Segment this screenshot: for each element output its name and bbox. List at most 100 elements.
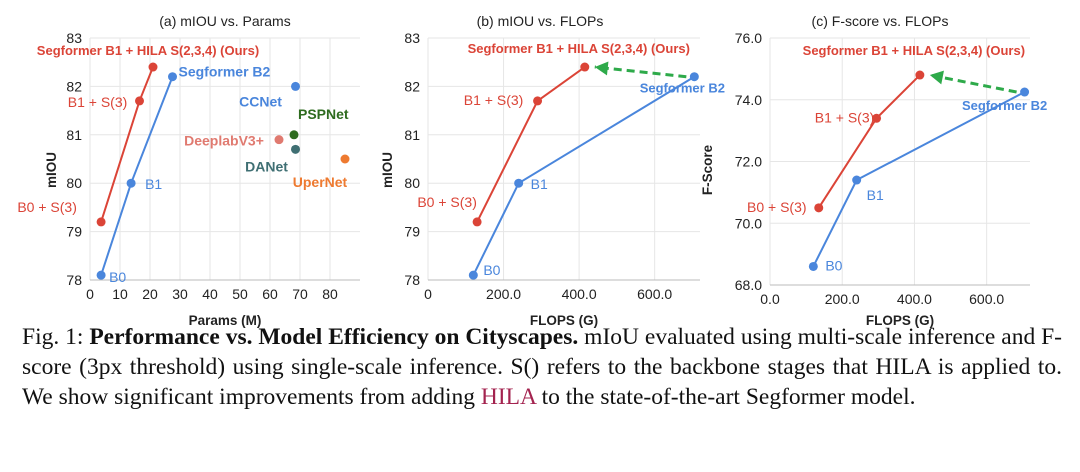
chart-2-data-label: B1 + S(3) (464, 92, 524, 108)
caption-text-1: mIoU evaluated using multi-scale inferen… (22, 324, 1062, 410)
chart-1-xtick-label: 0 (86, 286, 94, 302)
chart-1-data-point (126, 178, 136, 188)
chart-3-data-label: Segformer B2 (962, 98, 1047, 113)
caption-prefix: Fig. 1: (22, 324, 90, 350)
chart-3-xtick-label: 0.0 (760, 291, 780, 307)
chart-2-xtick-label: 600.0 (637, 286, 672, 302)
chart-2-data-point (580, 62, 590, 72)
chart-1-data-point (289, 130, 299, 140)
chart-1-xtick-label: 40 (202, 286, 218, 302)
chart-1-ytick-label: 82 (66, 78, 82, 94)
chart-1-data-label: B0 (109, 269, 126, 285)
chart-2-data-label: B1 (531, 176, 548, 192)
chart-1-data-point (340, 154, 350, 164)
chart-2-ytick-label: 83 (404, 30, 420, 46)
chart-1-data-label: B1 + S(3) (68, 94, 128, 110)
chart-3-data-point (852, 175, 862, 185)
chart-3-xtick-label: 600.0 (969, 291, 1004, 307)
chart-1-data-label: B1 (145, 176, 162, 192)
chart-1-data-point (96, 270, 106, 280)
chart-1-title: (a) mIOU vs. Params (159, 13, 290, 29)
chart-1-data-label: DeeplabV3+ (184, 133, 264, 149)
chart-1-data-point (148, 62, 158, 72)
chart-3-data-label: B1 + S(3) (815, 109, 875, 125)
chart-1-data-label: Segformer B2 (179, 64, 271, 80)
chart-3-improvement-arrow-head (929, 70, 944, 85)
chart-3-data-label: B0 (825, 257, 842, 273)
figure-caption: Fig. 1: Performance vs. Model Efficiency… (22, 322, 1062, 412)
chart-3-ylabel: F-Score (700, 144, 715, 195)
chart-1-ytick-label: 81 (66, 127, 82, 143)
chart-2-xtick-label: 200.0 (486, 286, 521, 302)
chart-3-data-point (915, 70, 925, 80)
caption-text-2: to the state-of-the-art Segformer model. (535, 384, 916, 410)
chart-1-xtick-label: 20 (142, 286, 158, 302)
chart-2-ytick-label: 78 (404, 272, 420, 288)
chart-1-ytick-label: 83 (66, 30, 82, 46)
chart-3-data-point (872, 113, 882, 123)
chart-2-data-label: B0 + S(3) (417, 194, 477, 210)
chart-1-data-point (291, 81, 300, 91)
chart-1-data-label: PSPNet (298, 106, 349, 122)
chart-3-data-point (808, 261, 818, 271)
chart-3-data-point (814, 203, 824, 213)
chart-1-xtick-label: 80 (322, 286, 338, 302)
chart-1-xlabel: Params (M) (189, 313, 262, 328)
chart-2-series-red-line (476, 66, 586, 223)
chart-1-data-point (274, 135, 284, 145)
chart-2-xtick-label: 0 (424, 286, 432, 302)
chart-2-improvement-arrow-head (594, 61, 609, 76)
chart-3-xtick-label: 400.0 (897, 291, 932, 307)
chart-1-xtick-label: 30 (172, 286, 188, 302)
chart-2-title: (b) mIOU vs. FLOPs (477, 13, 604, 29)
chart-1-ytick-label: 78 (66, 272, 82, 288)
chart-2-data-label: B0 (483, 262, 500, 278)
chart-3-improvement-arrow (929, 73, 1017, 94)
figure-panel: 78 79 80 81 82 83 0 10 20 30 40 50 60 70 80 (a) mIOU vs… (17, 13, 1047, 328)
chart-3-title: (c) F-score vs. FLOPs (812, 13, 949, 29)
chart-2-ylabel: mIOU (380, 152, 395, 188)
chart-1-data-label: Segformer B1 + HILA S(2,3,4) (Ours) (37, 43, 259, 58)
chart-3-data-label: Segformer B1 + HILA S(2,3,4) (Ours) (803, 43, 1025, 58)
chart-2-data-label: Segformer B2 (640, 81, 725, 96)
chart-3-ytick-label: 68.0 (735, 277, 762, 293)
chart-2-xtick-label: 400.0 (562, 286, 597, 302)
chart-2-data-point (533, 96, 543, 106)
caption-bold-title: Performance vs. Model Efficiency on City… (89, 324, 579, 350)
chart-2-data-label: Segformer B1 + HILA S(2,3,4) (Ours) (468, 41, 690, 56)
chart-2-ytick-label: 79 (404, 224, 420, 240)
chart-2-data-point (468, 270, 478, 280)
chart-2-xlabel: FLOPS (G) (530, 313, 598, 328)
chart-2-ytick-label: 80 (404, 175, 420, 191)
caption-hila-highlight: HILA (480, 384, 536, 410)
chart-1-data-label: B0 + S(3) (17, 199, 77, 215)
chart-1-data-point (96, 217, 106, 227)
chart-1-data-point (168, 72, 177, 82)
chart-3-ytick-label: 74.0 (735, 92, 762, 108)
chart-1-data-label: CCNet (239, 93, 282, 109)
chart-1-data-point (135, 96, 144, 106)
chart-1-ytick-label: 79 (66, 224, 82, 240)
chart-3-data-point (1020, 87, 1030, 97)
chart-3-data-label: B0 + S(3) (747, 199, 807, 215)
chart-1-data-label: UperNet (293, 174, 348, 190)
chart-3-ytick-label: 70.0 (735, 215, 762, 231)
chart-2-data-point (689, 72, 699, 82)
chart-1-xtick-label: 10 (112, 286, 128, 302)
chart-2-ytick-label: 82 (404, 78, 420, 94)
chart-2-data-point (472, 217, 482, 227)
chart-3-xlabel: FLOPS (G) (866, 313, 934, 328)
chart-3-data-label: B1 (867, 187, 884, 203)
chart-3-ytick-label: 76.0 (735, 30, 762, 46)
chart-1-ylabel: mIOU (44, 152, 59, 188)
chart-3-xtick-label: 200.0 (825, 291, 860, 307)
chart-2-improvement-arrow (594, 65, 687, 79)
chart-3-ytick-label: 72.0 (735, 154, 762, 170)
chart-1-xtick-label: 50 (232, 286, 248, 302)
chart-1-xtick-label: 60 (262, 286, 278, 302)
chart-2-ytick-label: 81 (404, 127, 420, 143)
chart-1-ytick-label: 80 (66, 175, 82, 191)
chart-1-data-point (291, 144, 300, 154)
chart-1-data-label: DANet (245, 158, 288, 174)
chart-2-data-point (514, 178, 524, 188)
